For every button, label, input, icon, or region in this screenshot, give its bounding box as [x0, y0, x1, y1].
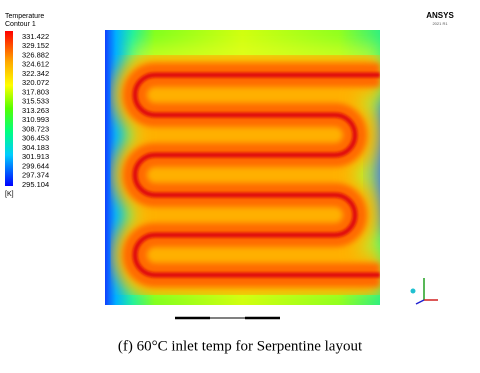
legend-level: 313.263 — [22, 106, 49, 115]
legend-level: 317.803 — [22, 87, 49, 96]
legend-level: 331.422 — [22, 32, 49, 41]
legend-level: 326.882 — [22, 50, 49, 59]
legend-level: 315.533 — [22, 97, 49, 106]
axis-triad — [410, 278, 438, 305]
legend-unit: [K] — [5, 191, 14, 198]
legend-levels: 331.422329.152326.882324.612322.342320.0… — [22, 32, 49, 189]
legend-level: 297.374 — [22, 171, 49, 180]
logo-version: 2021 R1 — [432, 21, 448, 26]
logo-brand: ANSYS — [426, 11, 454, 20]
legend-level: 324.612 — [22, 60, 49, 69]
legend-level: 295.104 — [22, 180, 49, 189]
legend-level: 320.072 — [22, 78, 49, 87]
legend-level: 306.453 — [22, 134, 49, 143]
legend-level: 304.183 — [22, 143, 49, 152]
contour-plot — [105, 30, 380, 305]
legend-subtitle: Contour 1 — [5, 21, 36, 28]
legend-level: 301.913 — [22, 152, 49, 161]
legend-title: Temperature — [5, 13, 44, 20]
legend-level: 329.152 — [22, 41, 49, 50]
legend-level: 308.723 — [22, 124, 49, 133]
caption: (f) 60°C inlet temp for Serpentine layou… — [118, 338, 363, 354]
color-bar — [5, 31, 13, 186]
legend-level: 299.644 — [22, 161, 49, 170]
legend-level: 310.993 — [22, 115, 49, 124]
legend-level: 322.342 — [22, 69, 49, 78]
